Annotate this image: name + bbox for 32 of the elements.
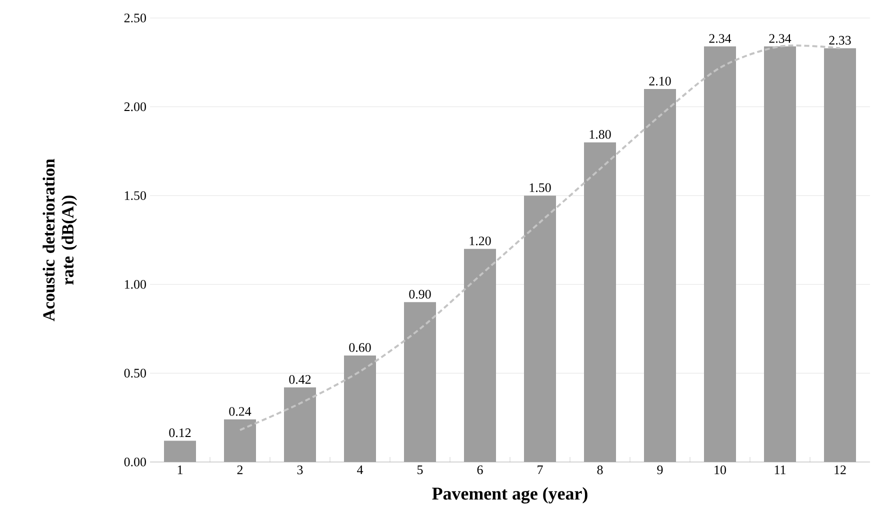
x-tick-label: 5	[418, 466, 423, 474]
data-label: 2.34	[709, 34, 732, 43]
x-axis-title: Pavement age (year)	[432, 487, 588, 504]
data-label: 1.50	[530, 183, 551, 192]
x-tick-label: 12	[834, 466, 846, 474]
x-tick-label: 6	[477, 466, 483, 474]
data-label: 2.34	[769, 34, 792, 43]
data-label: 0.12	[169, 428, 191, 438]
x-tick-label: 3	[297, 466, 303, 474]
y-tick-label: 2.00	[124, 102, 146, 112]
data-label: 0.60	[349, 343, 371, 352]
x-tick-label: 1	[178, 466, 182, 474]
x-tick-label: 9	[657, 466, 663, 474]
x-tick-label: 4	[357, 466, 364, 474]
data-label: 2.33	[829, 36, 851, 45]
x-tick-label: 8	[597, 466, 603, 474]
y-tick-label: 2.50	[124, 14, 146, 22]
x-tick-label: 10	[714, 466, 726, 474]
y-tick-label: 1.00	[124, 280, 146, 289]
y-tick-label: 0.00	[124, 458, 146, 466]
data-label: 2.10	[649, 76, 671, 86]
data-label: 1.80	[590, 130, 611, 139]
data-label: 0.42	[289, 375, 311, 384]
data-label: 0.90	[409, 290, 431, 299]
y-tick-label: 1.50	[124, 191, 146, 200]
x-tick-label: 7	[538, 466, 543, 474]
y-tick-label: 0.50	[124, 368, 146, 378]
x-tick-label: 2	[237, 466, 243, 474]
data-label: 0.24	[229, 407, 252, 416]
data-label: 1.20	[470, 236, 491, 246]
y-axis-title: Acoustic deterioration rate (dB(A))	[42, 158, 77, 322]
x-tick-label: 11	[774, 466, 786, 474]
